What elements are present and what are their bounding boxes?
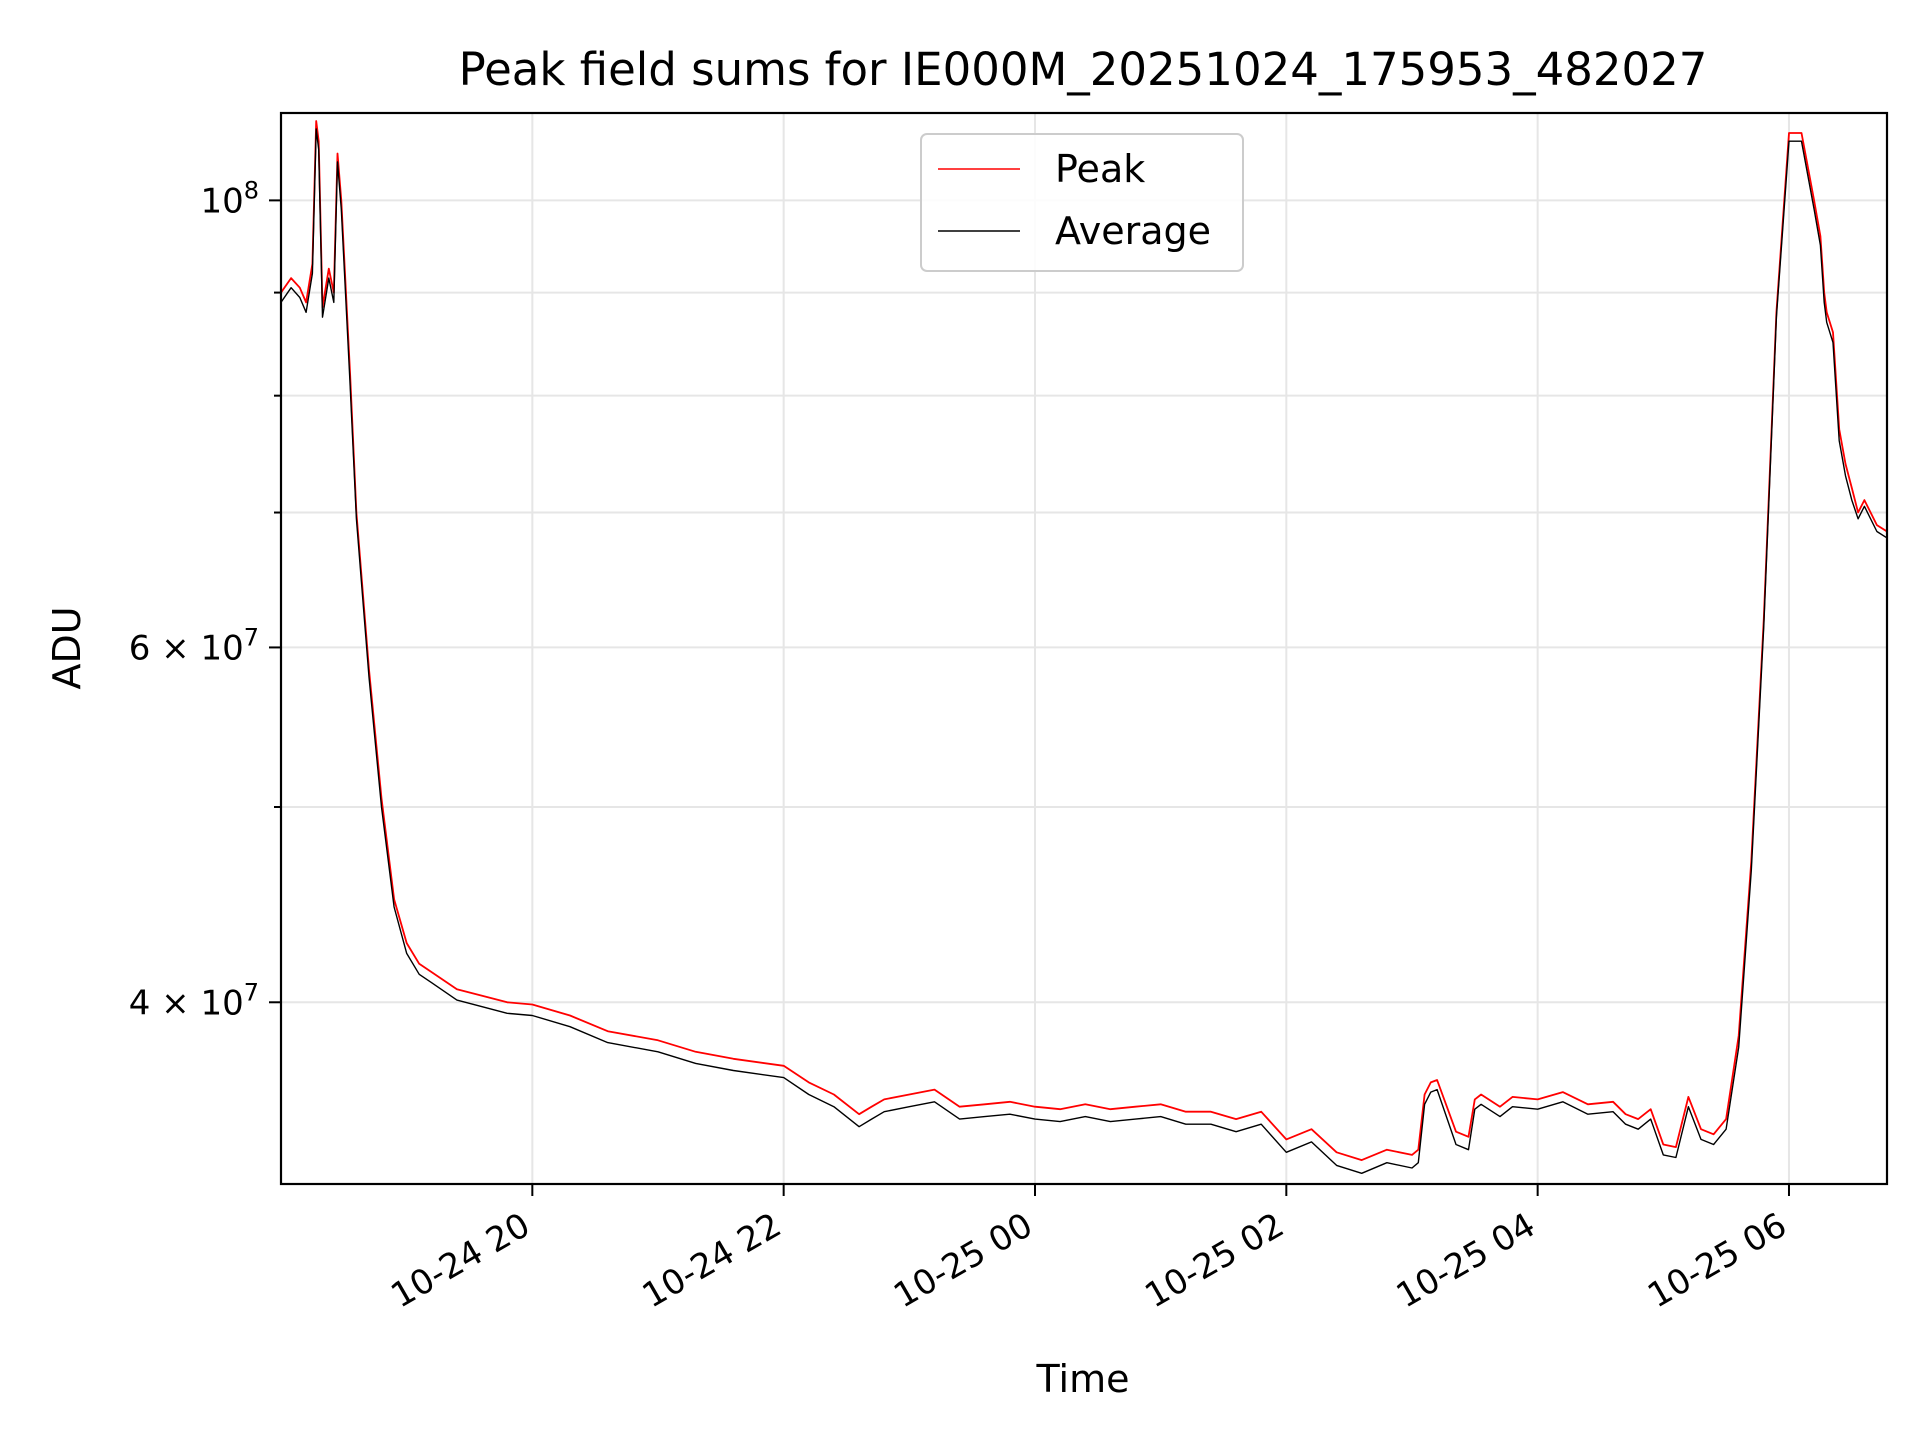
grid <box>281 113 1887 1184</box>
x-axis-label: Time <box>1036 1357 1130 1401</box>
legend-average-label: Average <box>1055 209 1211 253</box>
legend: Peak Average <box>920 133 1244 272</box>
y-tick-label: 108 <box>200 176 259 221</box>
series-layer <box>281 120 1887 1175</box>
y-axis-label: ADU <box>45 606 89 689</box>
y-tick-label: 6 × 107 <box>129 623 259 668</box>
series-line-average <box>281 128 1887 1175</box>
plot-frame <box>279 111 1889 1186</box>
y-tick-label: 4 × 107 <box>129 978 259 1023</box>
y-axis-ticks: 4 × 107 6 × 107 108 <box>129 176 281 1023</box>
chart-title: Peak field sums for IE000M_20251024_1759… <box>459 43 1708 96</box>
legend-peak-label: Peak <box>1055 147 1145 191</box>
